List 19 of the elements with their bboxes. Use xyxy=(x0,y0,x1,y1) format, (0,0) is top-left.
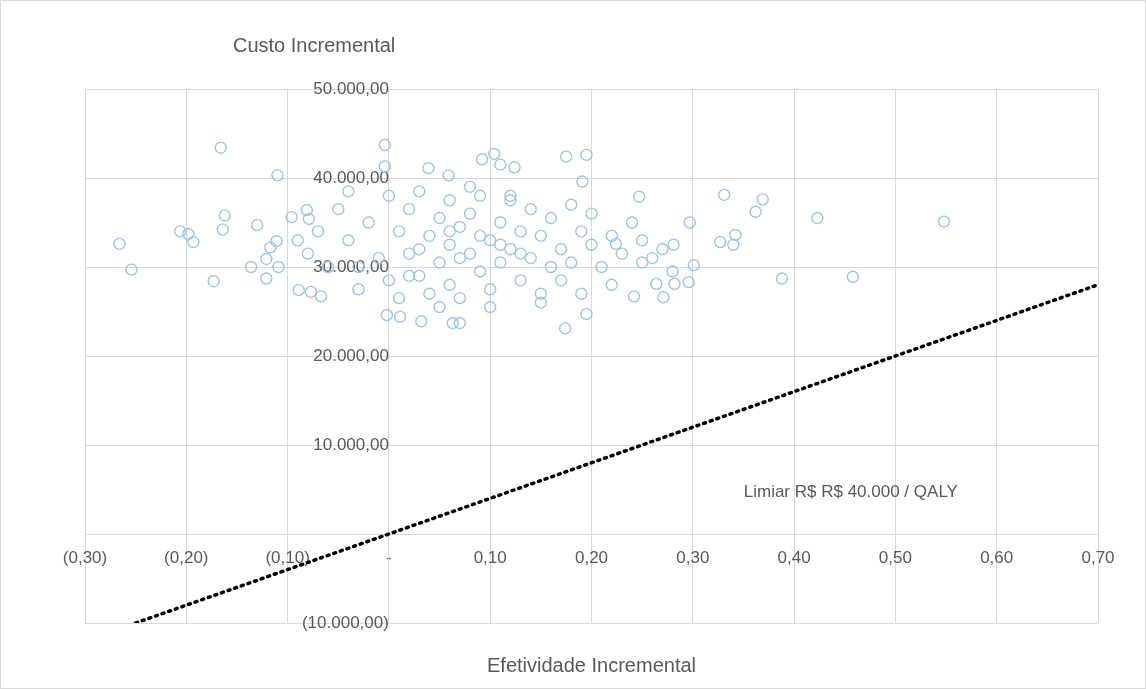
x-tick-label: 0,70 xyxy=(1081,547,1115,567)
y-tick-label: 10.000,00 xyxy=(313,434,389,454)
y-tick-label: (10.000,00) xyxy=(301,612,389,632)
x-tick-label: 0,30 xyxy=(676,547,710,567)
y-axis-title: Custo Incremental xyxy=(233,33,396,56)
y-tick-label: - xyxy=(383,523,389,543)
x-tick-label: (0,30) xyxy=(62,547,108,567)
x-tick-label: (0,10) xyxy=(265,547,310,567)
x-tick-label: 0,10 xyxy=(473,547,507,567)
y-tick-label: 50.000,00 xyxy=(313,78,389,98)
annotation: Limiar R$ R$ 40.000 / QALY xyxy=(743,481,958,501)
x-tick-label: 0,60 xyxy=(980,547,1014,567)
x-axis-title: Efetividade Incremental xyxy=(486,653,697,676)
y-tick-label: 20.000,00 xyxy=(313,345,389,365)
x-tick-label: 0,20 xyxy=(574,547,609,567)
x-tick-label: 0,40 xyxy=(777,547,811,567)
y-tick-label: 40.000,00 xyxy=(313,167,389,187)
x-tick-label: (0,20) xyxy=(164,547,209,567)
x-tick-label: 0,50 xyxy=(878,547,912,567)
